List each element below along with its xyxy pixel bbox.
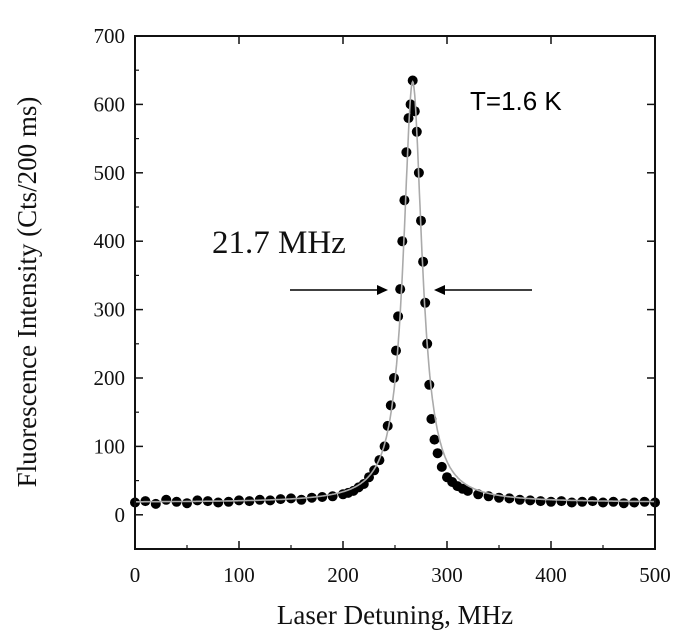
data-point [429, 434, 440, 445]
data-point [525, 495, 536, 506]
x-tick-label: 300 [431, 563, 463, 587]
data-point [385, 400, 396, 411]
data-point [317, 492, 328, 502]
data-point [546, 496, 556, 507]
data-layer [130, 75, 660, 509]
data-point [504, 493, 515, 504]
data-point [514, 494, 525, 505]
data-point [192, 495, 203, 506]
y-tick-label: 0 [115, 503, 126, 527]
x-tick-label: 0 [130, 563, 141, 587]
x-tick-label: 500 [639, 563, 671, 587]
right-arrow-head [434, 285, 445, 295]
data-point [389, 373, 399, 383]
data-point [401, 147, 412, 158]
y-axis-title: Fluorescence Intensity (Cts/200 ms) [12, 97, 42, 488]
axis-ticks: 0 100 200 300 400 500 0 100 200 300 400 500 600 700 [94, 24, 671, 587]
x-axis-title: Laser Detuning, MHz [277, 600, 513, 630]
fit-line [135, 80, 655, 503]
plot-frame [134, 35, 656, 550]
data-point [391, 345, 401, 356]
x-tick-label: 200 [327, 563, 359, 587]
y-tick-label: 200 [94, 366, 126, 390]
data-point [426, 414, 437, 424]
data-point [150, 498, 161, 509]
data-point [296, 494, 307, 505]
data-point [432, 448, 443, 459]
data-point [223, 496, 234, 507]
y-tick-label: 100 [94, 434, 126, 458]
data-point [358, 479, 369, 489]
data-point [535, 496, 546, 507]
data-point [182, 498, 192, 509]
data-point [393, 311, 404, 322]
data-point [618, 498, 629, 509]
data-point [566, 497, 577, 508]
y-tick-label: 400 [94, 229, 126, 253]
data-point [213, 497, 224, 508]
left-arrow-head [377, 285, 388, 295]
data-point [436, 461, 447, 472]
data-point [629, 497, 640, 508]
y-tick-label: 600 [94, 92, 126, 116]
data-point [395, 284, 406, 295]
y-tick-label: 500 [94, 161, 126, 185]
temperature-annotation: T=1.6 K [470, 86, 562, 116]
data-point [598, 497, 608, 508]
data-point [397, 236, 408, 247]
y-tick-label: 700 [94, 24, 126, 48]
x-tick-label: 400 [535, 563, 567, 587]
data-point [424, 379, 435, 390]
x-tick-label: 100 [223, 563, 255, 587]
linewidth-annotation: 21.7 MHz [212, 225, 346, 261]
y-tick-label: 300 [94, 298, 126, 322]
data-point [409, 106, 420, 117]
data-point [556, 496, 567, 507]
data-point [382, 420, 393, 431]
data-point [577, 496, 588, 507]
data-point [462, 485, 473, 496]
data-point [399, 195, 410, 206]
data-point [161, 494, 172, 505]
linewidth-arrows [290, 285, 532, 295]
